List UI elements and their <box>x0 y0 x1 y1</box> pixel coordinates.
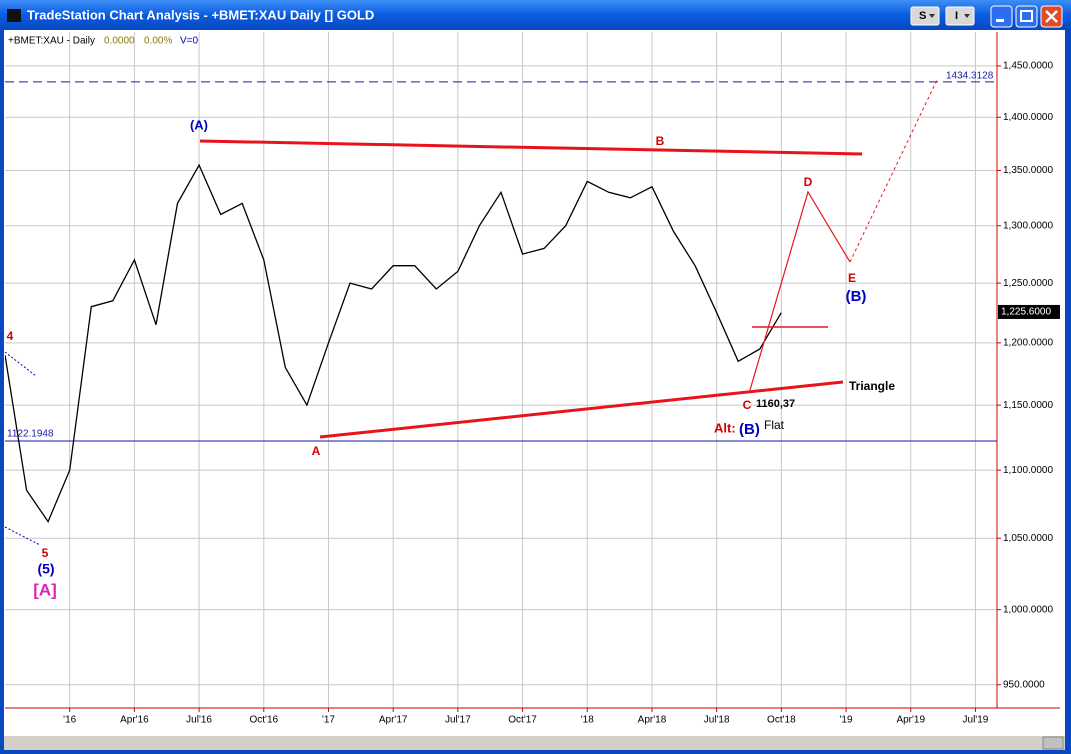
plot <box>5 81 997 523</box>
x-tick-label: Jul'16 <box>186 715 212 726</box>
lower-trendline <box>319 380 844 439</box>
legend-volume: V=0 <box>180 36 199 47</box>
chart-area <box>4 30 1065 750</box>
x-tick-label: Apr'19 <box>896 715 925 726</box>
legend-change: 0.0000 <box>104 36 135 47</box>
y-tick-label: 1,250.0000 <box>1003 278 1053 289</box>
last-price-label: 1,225.6000 <box>1001 307 1051 318</box>
x-tick-label: Apr'18 <box>638 715 667 726</box>
x-tick-label: Apr'16 <box>120 715 149 726</box>
annotation: C <box>743 398 752 412</box>
x-tick-label: '19 <box>840 715 853 726</box>
y-tick-label: 1,200.0000 <box>1003 337 1053 348</box>
y-tick-label: 1,100.0000 <box>1003 465 1053 476</box>
title-bar <box>0 0 1071 30</box>
button-label[interactable]: I <box>955 10 958 22</box>
annotation: A <box>312 444 321 458</box>
annotation: 1160,37 <box>756 398 795 410</box>
x-tick-label: Jul'19 <box>963 715 989 726</box>
y-tick-label: 1,000.0000 <box>1003 604 1053 615</box>
annotation: Alt: <box>714 420 736 435</box>
y-tick-label: 1,400.0000 <box>1003 112 1053 123</box>
annotation: D <box>804 175 813 189</box>
y-tick-label: 1,350.0000 <box>1003 165 1053 176</box>
minimize-button[interactable] <box>990 5 1013 28</box>
y-tick-label: 1,300.0000 <box>1003 220 1053 231</box>
app-icon <box>7 9 21 22</box>
legend-change-pct: 0.00% <box>144 36 172 47</box>
x-tick-label: '17 <box>322 715 335 726</box>
annotation: (A) <box>190 117 208 132</box>
x-tick-label: Jul'18 <box>704 715 730 726</box>
upper-trendline <box>199 139 863 156</box>
x-tick-label: Oct'17 <box>508 715 537 726</box>
channel-line <box>4 351 37 377</box>
y-tick-label: 1,150.0000 <box>1003 400 1053 411</box>
y-tick-label: 1,050.0000 <box>1003 533 1053 544</box>
last-price-box <box>998 304 1060 319</box>
annotation: (B) <box>739 421 760 438</box>
annotation: Flat <box>764 418 785 432</box>
x-tick-label: Jul'17 <box>445 715 471 726</box>
reference-label: 1122.1948 <box>7 429 54 440</box>
annotation: E <box>848 271 856 285</box>
i-button[interactable]: I <box>945 6 975 26</box>
close-button[interactable] <box>1040 5 1063 28</box>
x-tick-label: Apr'17 <box>379 715 408 726</box>
scroll-area <box>4 736 1065 750</box>
annotation: [A] <box>33 580 57 599</box>
wave-lines <box>4 79 938 546</box>
legend-symbol: +BMET:XAU - Daily <box>8 36 95 47</box>
wave-path <box>749 190 851 391</box>
reference-label: 1434.3128 <box>946 70 994 81</box>
button-label[interactable]: S <box>919 10 926 22</box>
grid <box>5 32 997 708</box>
x-tick-label: Oct'16 <box>249 715 278 726</box>
y-tick-label: 950.0000 <box>1003 679 1045 690</box>
price-line <box>5 163 782 523</box>
scroll-button[interactable] <box>1042 736 1064 750</box>
annotation: B <box>656 134 665 148</box>
x-tick-label: '16 <box>63 715 76 726</box>
annotation: (5) <box>37 561 54 577</box>
x-tick-label: Oct'18 <box>767 715 796 726</box>
channel-line <box>4 526 41 546</box>
x-tick-label: '18 <box>581 715 594 726</box>
annotation: Triangle <box>849 379 895 393</box>
annotation: (B) <box>846 288 867 305</box>
axes: 950.0000 1,000.0000 1,050.0000 1,100.0000 1,… <box>7 61 1060 726</box>
wave-projection <box>849 79 938 263</box>
annotation: 4 <box>7 329 14 343</box>
s-button[interactable]: S <box>910 6 940 26</box>
maximize-button[interactable] <box>1015 5 1038 28</box>
window-title: TradeStation Chart Analysis - +BMET:XAU … <box>27 7 374 22</box>
y-tick-label: 1,450.0000 <box>1003 61 1053 72</box>
annotation: 5 <box>42 546 49 560</box>
